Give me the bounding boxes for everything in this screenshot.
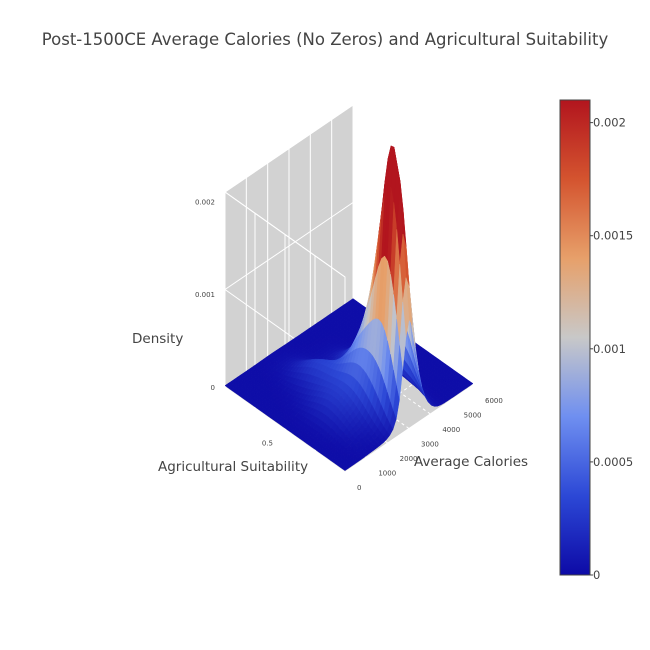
x-tick-label: 4000	[442, 426, 460, 434]
colorbar-tick-label: 0	[593, 568, 600, 582]
x-axis-title: Average Calories	[414, 454, 528, 470]
x-tick-label: 0	[357, 484, 361, 492]
grid-line	[224, 104, 354, 193]
z-axis-title: Density	[132, 331, 183, 347]
colorbar-tick-label: 0.002	[593, 116, 626, 130]
x-tick-label: 1000	[378, 470, 396, 478]
z-tick-label: 0.001	[195, 291, 215, 299]
chart-title: Post-1500CE Average Calories (No Zeros) …	[42, 30, 609, 49]
y-axis-title: Agricultural Suitability	[158, 459, 308, 475]
density-surface	[224, 145, 474, 471]
grid-line	[224, 202, 354, 290]
y-tick-label: 0.5	[262, 440, 273, 448]
colorbar: 0 0.0005 0.001 0.0015 0.002	[559, 99, 633, 582]
x-tick-label: 6000	[485, 397, 503, 405]
grid-line	[224, 191, 346, 278]
x-tick-label: 3000	[421, 441, 439, 449]
z-tick-label: 0	[211, 384, 215, 392]
colorbar-bar	[559, 99, 591, 576]
x-tick-label: 2000	[400, 455, 418, 463]
x-tick-label: 5000	[464, 412, 482, 420]
z-tick-label: 0.002	[195, 198, 215, 206]
colorbar-ticks: 0 0.0005 0.001 0.0015 0.002	[590, 116, 633, 582]
colorbar-tick-label: 0.0005	[593, 455, 633, 469]
surface-cell	[341, 465, 349, 471]
colorbar-tick-label: 0.0015	[593, 229, 633, 243]
colorbar-tick-label: 0.001	[593, 342, 626, 356]
